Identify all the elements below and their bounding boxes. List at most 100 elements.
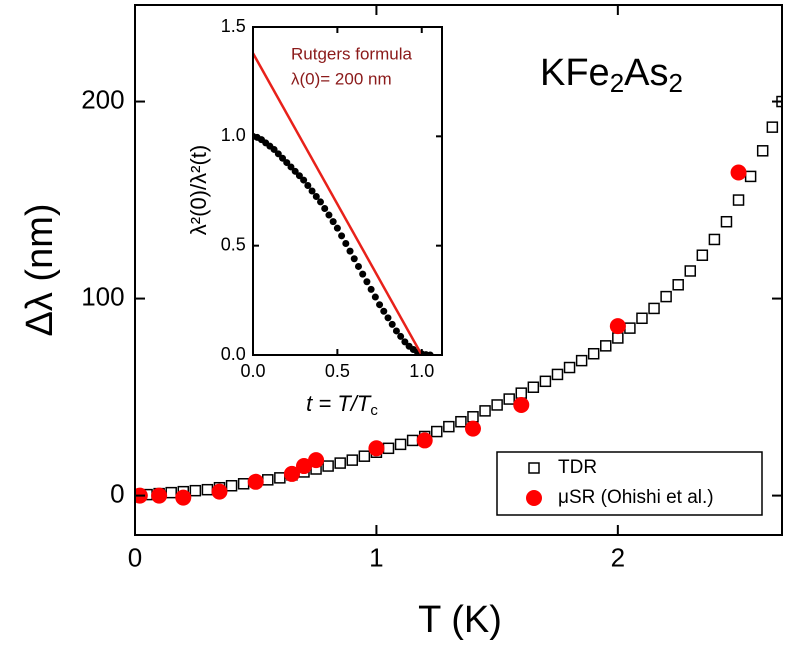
tdr-point <box>274 472 286 484</box>
data-point <box>317 198 324 206</box>
y-tick-label: 0.5 <box>221 234 246 254</box>
musr-point <box>416 432 433 449</box>
tdr-point <box>165 486 177 499</box>
compound-label: KFe2As2 <box>540 52 683 98</box>
data-point <box>329 218 337 226</box>
tdr-point <box>766 121 779 133</box>
rutgers-line <box>253 52 423 355</box>
tdr-point <box>612 332 624 344</box>
tdr-point <box>346 454 359 466</box>
musr-point <box>151 487 168 504</box>
tdr-point <box>756 145 769 157</box>
subscript: 2 <box>669 68 683 98</box>
x-tick-label: 2 <box>611 543 625 573</box>
data-point <box>342 239 350 247</box>
y-tick-label: 100 <box>81 281 124 311</box>
data-point <box>367 285 375 293</box>
legend-box <box>496 451 763 516</box>
y-tick-label: 0.0 <box>221 344 246 364</box>
data-point <box>380 307 388 315</box>
tdr-point <box>443 420 455 433</box>
data-point <box>279 154 287 162</box>
musr-point <box>609 318 626 335</box>
tdr-point <box>491 399 503 411</box>
data-point <box>287 163 295 171</box>
musr-point <box>175 489 192 506</box>
tdr-point <box>262 474 274 486</box>
musr-point <box>513 396 530 413</box>
data-point <box>401 338 409 346</box>
tdr-point <box>551 368 564 381</box>
y-tick-label: 1.5 <box>221 16 246 36</box>
data-point <box>312 192 320 200</box>
inset-annotation: λ(0)= 200 nm <box>291 69 392 88</box>
tdr-point <box>720 215 733 228</box>
plot-clip-group <box>135 95 782 506</box>
data-point <box>333 224 341 232</box>
plot-area <box>253 27 442 355</box>
data-point <box>300 176 308 184</box>
data-point <box>363 278 371 286</box>
data-point <box>304 182 312 190</box>
y-tick-label: 1.0 <box>221 125 246 145</box>
data-point <box>308 187 316 195</box>
tdr-point <box>479 405 491 417</box>
musr-point <box>295 458 312 475</box>
tdr-point <box>189 484 202 497</box>
tdr-point <box>455 415 467 428</box>
musr-point <box>211 483 228 500</box>
x-axis-label: T (K) <box>418 599 502 641</box>
tdr-point <box>358 450 371 462</box>
tdr-point <box>648 302 660 315</box>
musr-point <box>464 420 481 437</box>
data-point <box>384 314 392 322</box>
data-point <box>270 145 278 153</box>
tdr-point <box>515 387 528 399</box>
tdr-point <box>334 457 346 469</box>
plot-area <box>135 5 782 535</box>
tdr-point <box>225 479 238 492</box>
legend-label: μSR (Ohishi et al.) <box>558 487 714 508</box>
tdr-point <box>624 322 636 334</box>
tdr-point <box>563 361 576 374</box>
tdr-point <box>406 434 419 447</box>
x-tick-label: 1.0 <box>409 361 434 381</box>
data-point <box>359 270 367 278</box>
tdr-point <box>503 393 515 405</box>
data-point <box>291 167 299 175</box>
musr-point <box>247 473 264 490</box>
musr-point <box>308 452 325 469</box>
data-point <box>283 159 291 167</box>
data-point <box>388 320 396 328</box>
tdr-point <box>394 438 407 451</box>
y-axis-label: Δλ (nm) <box>19 203 61 336</box>
data-point <box>325 211 333 219</box>
tdr-point <box>322 460 334 472</box>
tdr-point <box>684 265 697 277</box>
tdr-point <box>660 290 672 303</box>
x-tick-label: 1 <box>369 543 383 573</box>
musr-point <box>730 164 747 181</box>
y-tick-label: 200 <box>81 84 124 114</box>
data-point <box>338 232 346 240</box>
data-point <box>274 150 282 158</box>
inset-x-label: t = T/Tc <box>306 391 378 419</box>
tdr-point <box>696 249 709 261</box>
tdr-point <box>672 279 684 291</box>
plot-clip-group <box>253 52 434 355</box>
legend-marker <box>526 490 542 506</box>
data-point <box>350 255 358 263</box>
data-point <box>321 204 329 212</box>
inset-annotation: Rutgers formula <box>291 44 412 63</box>
tdr-point <box>431 425 443 438</box>
tdr-point <box>237 478 250 490</box>
tdr-point <box>575 354 588 367</box>
data-point <box>295 172 303 180</box>
tdr-point <box>744 170 757 183</box>
subscript: 2 <box>610 68 624 98</box>
legend-marker <box>528 462 540 474</box>
tdr-point <box>201 483 214 496</box>
plot-frame <box>252 26 443 356</box>
